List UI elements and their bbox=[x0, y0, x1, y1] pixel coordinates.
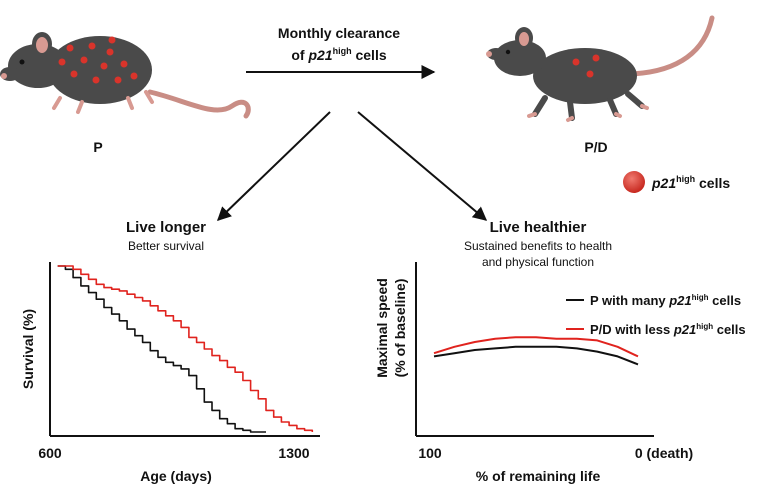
p21-cell-icon bbox=[623, 171, 645, 193]
speed-y-label-line1: Maximal speed bbox=[374, 278, 390, 378]
p21-cells-legend-label: p21high cells bbox=[651, 174, 730, 191]
speed-x-tick: 100 bbox=[418, 445, 442, 461]
survival-y-label: Survival (%) bbox=[20, 309, 36, 389]
mouse-pd-illustration bbox=[486, 15, 715, 122]
survival-series-0 bbox=[57, 265, 266, 433]
p21-cell-dots bbox=[58, 36, 138, 84]
p21-cells-legend: p21high cells bbox=[623, 171, 730, 193]
survival-series-1 bbox=[57, 265, 314, 432]
survival-x-label: Age (days) bbox=[140, 468, 212, 484]
mouse-p-label: P bbox=[93, 139, 102, 155]
live-healthier-title: Live healthier bbox=[490, 219, 587, 236]
p21-cell-dot bbox=[572, 58, 580, 66]
mouse-pd-label: P/D bbox=[584, 139, 607, 155]
live-longer-title: Live longer bbox=[126, 219, 206, 236]
live-healthier-subtitle-line2: and physical function bbox=[482, 255, 594, 269]
survival-x-tick: 1300 bbox=[278, 445, 309, 461]
clearance-title-line2: of p21high cells bbox=[291, 46, 386, 63]
speed-chart: 100 0 (death) % of remaining life Maxima… bbox=[374, 262, 746, 484]
speed-y-label-line2: (% of baseline) bbox=[392, 279, 408, 378]
speed-legend: P with many p21high cells P/D with less … bbox=[566, 293, 746, 337]
arrow-to-live-healthier bbox=[357, 111, 488, 221]
survival-x-tick: 600 bbox=[38, 445, 62, 461]
live-longer-subtitle: Better survival bbox=[128, 239, 204, 253]
live-healthier-subtitle-line1: Sustained benefits to health bbox=[464, 239, 612, 253]
mouse-p-illustration bbox=[0, 32, 251, 119]
speed-x-tick: 0 (death) bbox=[635, 445, 693, 461]
clearance-title-line1: Monthly clearance bbox=[278, 25, 400, 41]
legend-label-pd: P/D with less p21high cells bbox=[590, 322, 746, 337]
p21-cell-dot bbox=[586, 70, 594, 78]
arrow-to-live-longer bbox=[216, 111, 331, 221]
survival-chart: 600 1300 Age (days) Survival (%) bbox=[20, 262, 320, 484]
speed-x-label: % of remaining life bbox=[476, 468, 601, 484]
legend-label-p: P with many p21high cells bbox=[590, 293, 741, 308]
p21-cell-dot bbox=[592, 54, 600, 62]
speed-series-0 bbox=[433, 345, 639, 366]
speed-series-1 bbox=[433, 336, 639, 358]
